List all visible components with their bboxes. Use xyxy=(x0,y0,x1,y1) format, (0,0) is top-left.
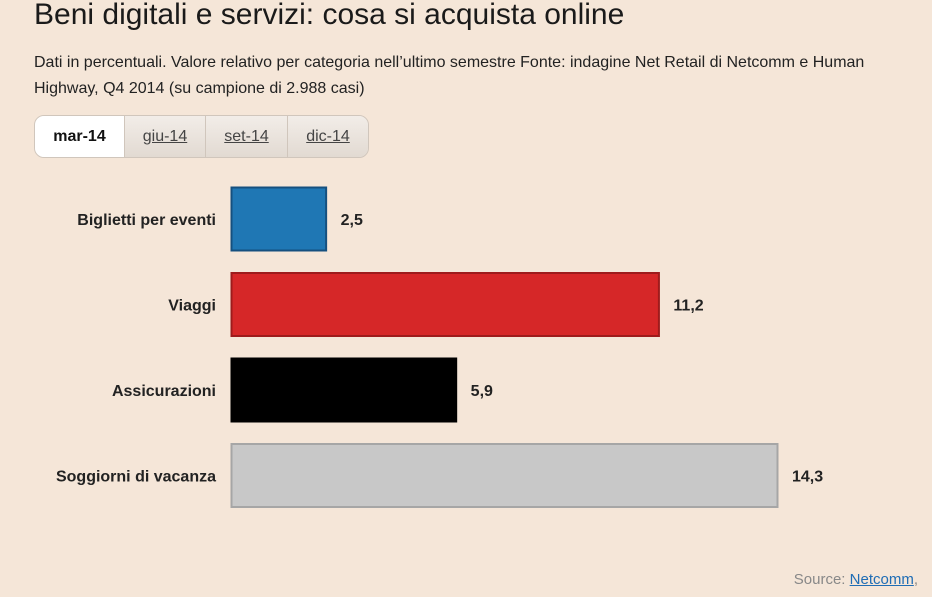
value-label-soggiorni-di-vacanza: 14,3 xyxy=(792,469,823,486)
category-label-assicurazioni: Assicurazioni xyxy=(112,383,216,400)
bar-chart: Biglietti per eventi 2,5 Viaggi 11,2 Assicur… xyxy=(56,186,823,508)
source-prefix: Source: xyxy=(793,571,850,588)
value-label-assicurazioni: 5,9 xyxy=(471,383,493,400)
source-note: Source: Netcomm, xyxy=(794,571,918,588)
chart-title: Beni digitali e servizi: cosa si acquist… xyxy=(34,0,625,31)
bar-assicurazioni[interactable] xyxy=(230,357,458,423)
bar-viaggi[interactable] xyxy=(230,272,660,337)
category-label-viaggi: Viaggi xyxy=(168,298,216,315)
chart-subtitle: Dati in percentuali. Valore relativo per… xyxy=(34,54,865,97)
value-label-biglietti-per-eventi: 2,5 xyxy=(341,212,363,229)
tab-giu-14[interactable]: giu-14 xyxy=(124,116,205,157)
period-tabs: mar-14 giu-14 set-14 dic-14 xyxy=(34,115,369,158)
tab-mar-14[interactable]: mar-14 xyxy=(35,116,124,157)
bar-biglietti-per-eventi[interactable] xyxy=(230,186,328,252)
source-suffix: , xyxy=(913,571,918,588)
tab-dic-14[interactable]: dic-14 xyxy=(287,116,368,157)
value-label-viaggi: 11,2 xyxy=(673,298,703,315)
category-label-biglietti-per-eventi: Biglietti per eventi xyxy=(77,212,216,229)
tab-set-14[interactable]: set-14 xyxy=(205,116,287,157)
category-label-soggiorni-di-vacanza: Soggiorni di vacanza xyxy=(56,469,216,486)
source-link[interactable]: Netcomm xyxy=(849,571,914,588)
bar-soggiorni-di-vacanza[interactable] xyxy=(230,443,779,508)
